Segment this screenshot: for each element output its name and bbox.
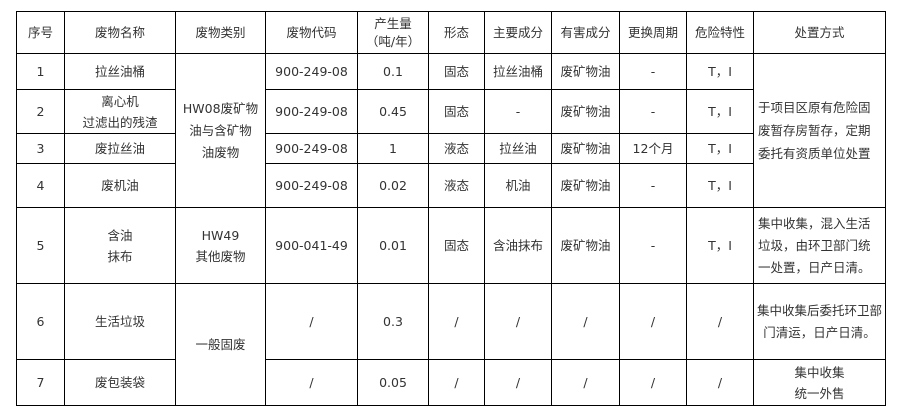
table-row: 7 废包装袋 / 0.05 / / / / / 集中收集 统一外售 bbox=[16, 359, 886, 406]
cell-hazard: / bbox=[686, 359, 754, 406]
cell-category: HW49 其他废物 bbox=[175, 207, 266, 284]
header-cell: 废物名称 bbox=[64, 11, 176, 54]
cell-name: 生活垃圾 bbox=[64, 283, 176, 360]
cell-main: 含油抹布 bbox=[484, 207, 552, 284]
cell-name: 废机油 bbox=[64, 163, 176, 208]
cell-amount: 0.1 bbox=[357, 53, 429, 90]
cell-amount: 0.45 bbox=[357, 89, 429, 134]
table-row: 4 废机油 900-249-08 0.02 液态 机油 废矿物油 - T，I bbox=[16, 163, 886, 208]
cell-cycle: - bbox=[619, 207, 687, 284]
cell-name: 离心机 过滤出的残渣 bbox=[64, 89, 176, 134]
cell-cycle: / bbox=[619, 283, 687, 360]
cell-form: 固态 bbox=[428, 53, 485, 90]
table-row: 1 拉丝油桶 HW08废矿物 油与含矿物 油废物 900-249-08 0.1 … bbox=[16, 53, 886, 208]
cell-main: / bbox=[484, 359, 552, 406]
cell-name: 拉丝油桶 bbox=[64, 53, 176, 90]
cell-harm: 废矿物油 bbox=[551, 207, 620, 284]
cell-name: 含油 抹布 bbox=[64, 207, 176, 284]
cell-hazard: T，I bbox=[686, 163, 754, 208]
cell-hazard: / bbox=[686, 283, 754, 360]
cell-no: 4 bbox=[16, 163, 65, 208]
cell-hazard: T，I bbox=[686, 89, 754, 134]
cell-main: 拉丝油桶 bbox=[484, 53, 552, 90]
cell-harm: 废矿物油 bbox=[551, 163, 620, 208]
cell-cycle: - bbox=[619, 163, 687, 208]
cell-amount: 0.02 bbox=[357, 163, 429, 208]
cell-harm: / bbox=[551, 283, 620, 360]
cell-amount: 0.01 bbox=[357, 207, 429, 284]
cell-form: 液态 bbox=[428, 133, 485, 164]
cell-hazard: T，I bbox=[686, 53, 754, 90]
cell-harm: / bbox=[551, 359, 620, 406]
cell-disposal: 于项目区原有危险固废暂存房暂存，定期委托有资质单位处置 bbox=[753, 53, 886, 208]
cell-no: 7 bbox=[16, 359, 65, 406]
cell-form: 液态 bbox=[428, 163, 485, 208]
cell-code: 900-249-08 bbox=[265, 89, 358, 134]
cell-form: 固态 bbox=[428, 207, 485, 284]
cell-name: 废拉丝油 bbox=[64, 133, 176, 164]
header-cell: 形态 bbox=[428, 11, 485, 54]
header-cell: 处置方式 bbox=[753, 11, 886, 54]
cell-no: 1 bbox=[16, 53, 65, 90]
cell-cycle: - bbox=[619, 89, 687, 134]
cell-amount: 0.05 bbox=[357, 359, 429, 406]
waste-table: 序号 废物名称 废物类别 废物代码 产生量 （吨/年） 形态 主要成分 有害成分… bbox=[16, 11, 886, 406]
header-cell: 有害成分 bbox=[551, 11, 620, 54]
cell-code: 900-249-08 bbox=[265, 53, 358, 90]
table-row: 3 废拉丝油 900-249-08 1 液态 拉丝油 废矿物油 12个月 T，I bbox=[16, 133, 886, 164]
cell-harm: 废矿物油 bbox=[551, 53, 620, 90]
cell-form: 固态 bbox=[428, 89, 485, 134]
cell-code: / bbox=[265, 359, 358, 406]
cell-category: 一般固废 bbox=[175, 283, 266, 406]
cell-no: 2 bbox=[16, 89, 65, 134]
header-cell: 废物代码 bbox=[265, 11, 358, 54]
cell-code: 900-249-08 bbox=[265, 133, 358, 164]
header-cell: 危险特性 bbox=[686, 11, 754, 54]
header-cell: 废物类别 bbox=[175, 11, 266, 54]
cell-harm: 废矿物油 bbox=[551, 133, 620, 164]
cell-main: 机油 bbox=[484, 163, 552, 208]
cell-amount: 1 bbox=[357, 133, 429, 164]
header-row: 序号 废物名称 废物类别 废物代码 产生量 （吨/年） 形态 主要成分 有害成分… bbox=[16, 11, 886, 54]
cell-form: / bbox=[428, 283, 485, 360]
cell-main: - bbox=[484, 89, 552, 134]
cell-code: 900-249-08 bbox=[265, 163, 358, 208]
cell-no: 3 bbox=[16, 133, 65, 164]
cell-disposal: 集中收集后委托环卫部门清运，日产日清。 bbox=[753, 283, 886, 360]
cell-main: / bbox=[484, 283, 552, 360]
header-cell: 产生量 （吨/年） bbox=[357, 11, 429, 54]
cell-cycle: 12个月 bbox=[619, 133, 687, 164]
table-row: 2 离心机 过滤出的残渣 900-249-08 0.45 固态 - 废矿物油 -… bbox=[16, 89, 886, 134]
cell-amount: 0.3 bbox=[357, 283, 429, 360]
cell-no: 5 bbox=[16, 207, 65, 284]
cell-hazard: T，I bbox=[686, 133, 754, 164]
cell-no: 6 bbox=[16, 283, 65, 360]
cell-disposal: 集中收集，混入生活垃圾，由环卫部门统一处置，日产日清。 bbox=[753, 207, 886, 284]
cell-code: 900-041-49 bbox=[265, 207, 358, 284]
header-cell: 更换周期 bbox=[619, 11, 687, 54]
cell-disposal: 集中收集 统一外售 bbox=[753, 359, 886, 406]
cell-cycle: / bbox=[619, 359, 687, 406]
cell-name: 废包装袋 bbox=[64, 359, 176, 406]
cell-form: / bbox=[428, 359, 485, 406]
cell-cycle: - bbox=[619, 53, 687, 90]
header-cell: 序号 bbox=[16, 11, 65, 54]
table-row: 5 含油 抹布 HW49 其他废物 900-041-49 0.01 固态 含油抹… bbox=[16, 207, 886, 284]
header-cell: 主要成分 bbox=[484, 11, 552, 54]
table-row: 6 生活垃圾 一般固废 / 0.3 / / / / / 集中收集后委托环卫部门清… bbox=[16, 283, 886, 406]
cell-code: / bbox=[265, 283, 358, 360]
cell-category: HW08废矿物 油与含矿物 油废物 bbox=[175, 53, 266, 208]
cell-hazard: T，I bbox=[686, 207, 754, 284]
cell-main: 拉丝油 bbox=[484, 133, 552, 164]
cell-harm: 废矿物油 bbox=[551, 89, 620, 134]
